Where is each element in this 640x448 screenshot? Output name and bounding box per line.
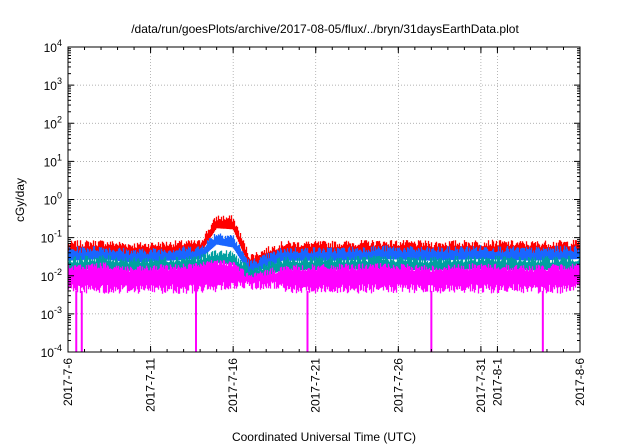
y-tick-label: 10-2: [41, 267, 62, 284]
y-tick-label: 101: [44, 152, 62, 169]
x-axis: 2017-7-6 2017-7-11 2017-7-16 2017-7-21 2017-…: [61, 47, 587, 413]
series-layer: [67, 215, 581, 352]
x-tick-label: 2017-7-11: [144, 358, 158, 412]
y-axis: 10-4 10-3 10-2 10-1 100 101 102 103 104: [41, 38, 580, 360]
x-axis-label: Coordinated Universal Time (UTC): [232, 430, 416, 444]
x-tick-label: 2017-8-1: [490, 358, 504, 406]
y-axis-label: cGy/day: [13, 178, 27, 222]
x-tick-label: 2017-7-31: [474, 358, 488, 413]
y-tick-label: 104: [44, 38, 62, 55]
y-tick-label: 103: [44, 76, 62, 93]
x-tick-label: 2017-7-6: [61, 358, 75, 406]
grid: [68, 47, 580, 352]
x-tick-label: 2017-8-6: [573, 358, 587, 406]
y-tick-label: 102: [44, 114, 62, 131]
y-tick-label: 100: [44, 191, 62, 208]
chart-title: /data/run/goesPlots/archive/2017-08-05/f…: [131, 22, 519, 36]
y-tick-label: 10-3: [41, 305, 62, 322]
y-tick-label: 10-4: [41, 343, 62, 360]
x-tick-label: 2017-7-16: [226, 358, 240, 413]
y-tick-label: 10-1: [41, 229, 62, 246]
x-tick-label: 2017-7-26: [391, 358, 405, 413]
x-tick-label: 2017-7-21: [309, 358, 323, 413]
